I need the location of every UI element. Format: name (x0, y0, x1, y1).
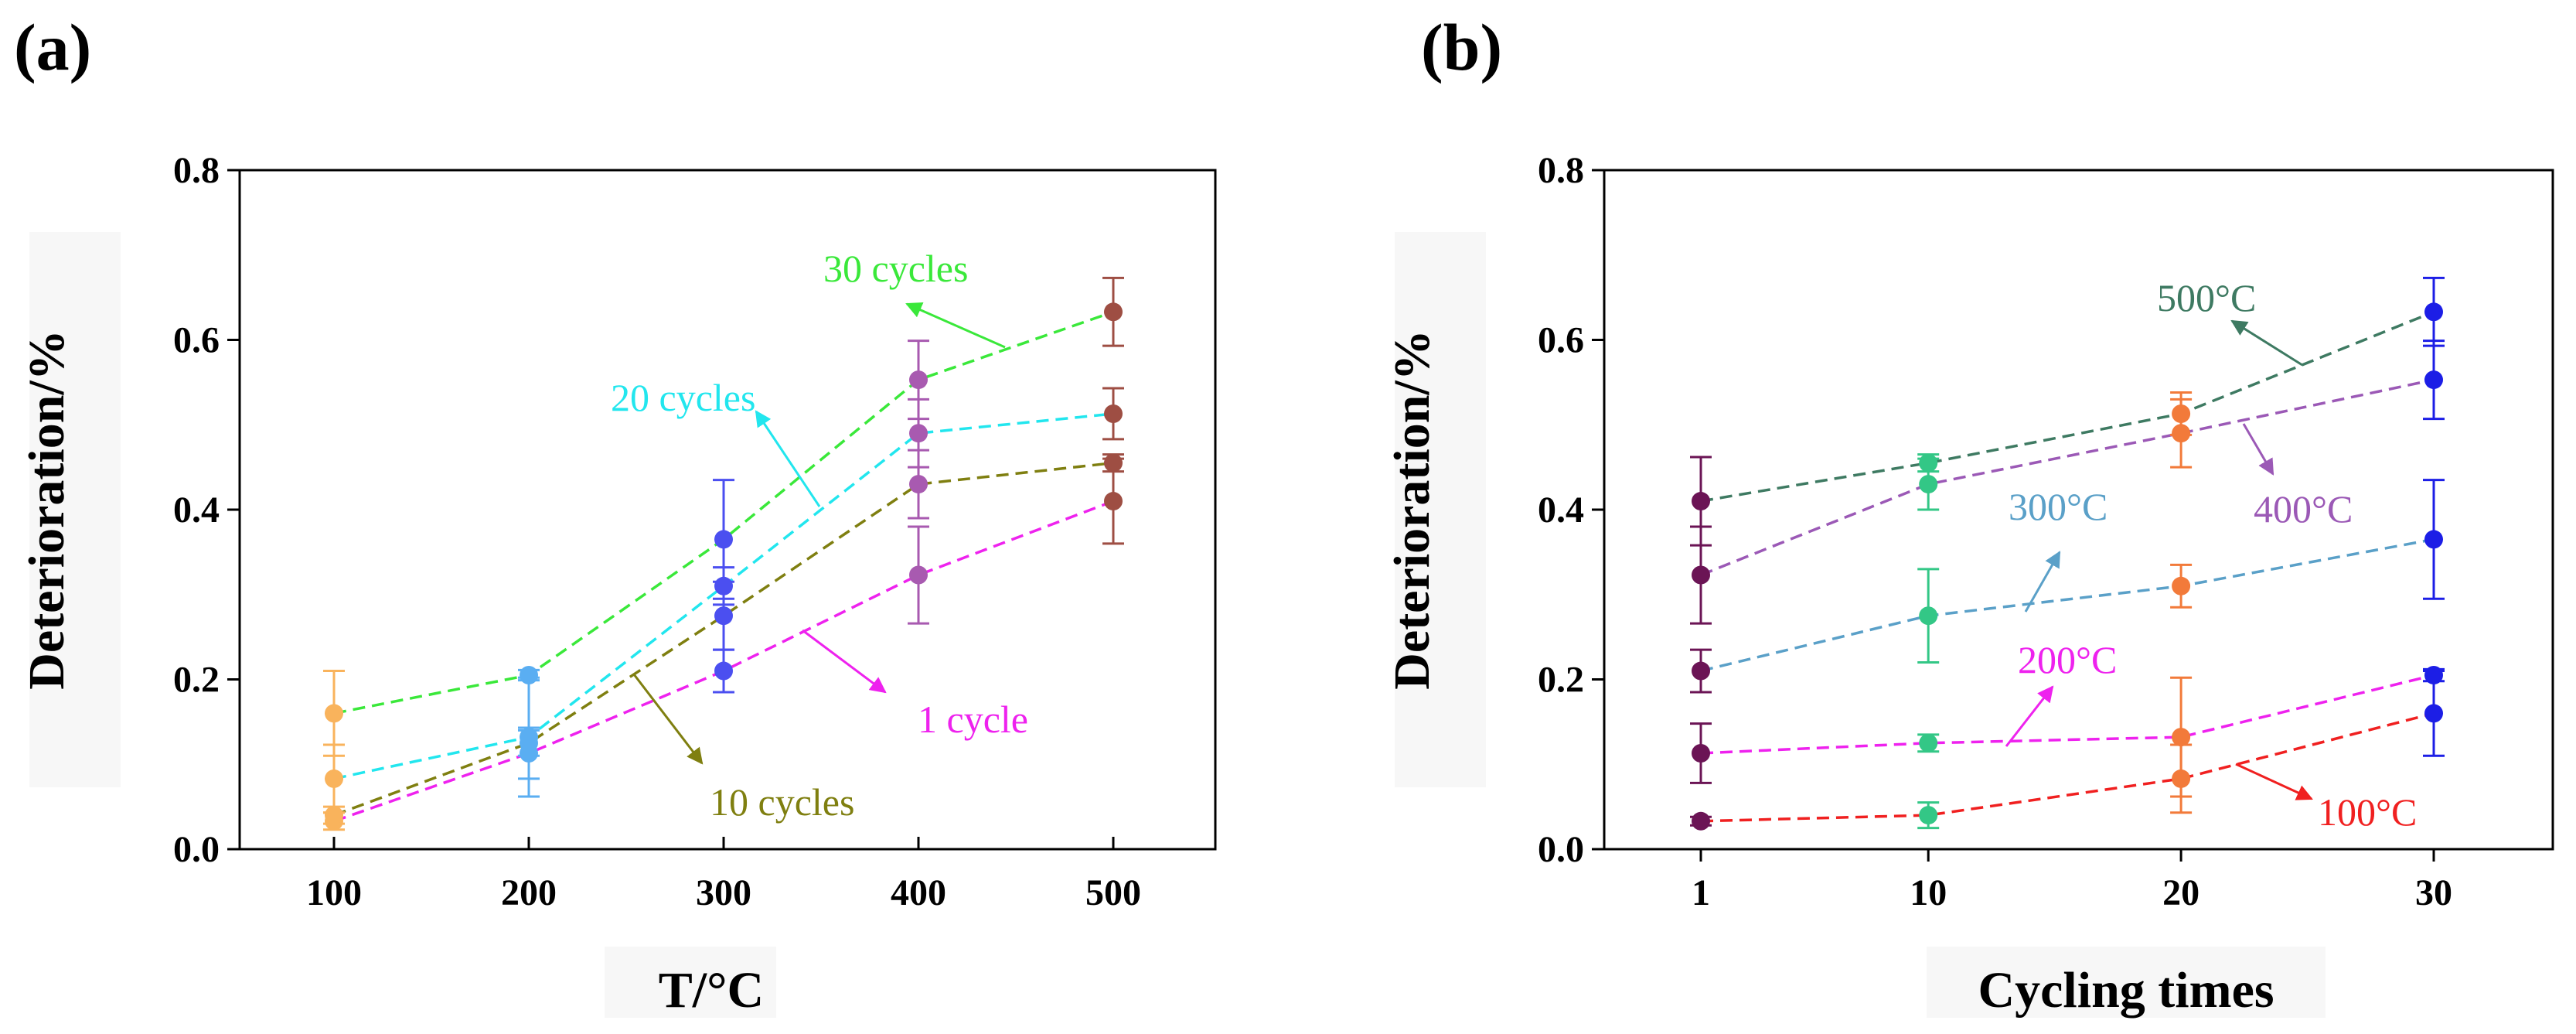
panel-b-data-point (1919, 475, 1938, 494)
panel-a-data-point (1104, 453, 1123, 473)
panel-b-annotation-arrow (2230, 319, 2303, 367)
panel-b-data-point (2424, 302, 2443, 322)
panel-a-data-point (909, 370, 928, 390)
panel-b-annotation-label: 300°C (2009, 485, 2107, 528)
panel-b-ylabel-bg (1395, 232, 1486, 787)
panel-a-data-point (909, 475, 928, 494)
panel-b-data-point (2172, 728, 2191, 747)
panel-b-data-point (1919, 733, 1938, 752)
panel-a-series-line (333, 461, 1114, 817)
panel-b-data-point (1692, 492, 1710, 511)
panel-b-annotation-arrow (2235, 763, 2313, 800)
panel-b-series-line (1700, 378, 2435, 577)
panel-a-annotation-label: 20 cycles (611, 376, 755, 419)
panel-b-annotation-label: 100°C (2318, 790, 2417, 834)
panel-a-y-axis-title: Deterioration/% (19, 329, 75, 690)
panel-b-data-point (2172, 404, 2191, 423)
panel-a-data-point (325, 704, 343, 723)
panel-b: (b) 0.0 0.2 0.4 0.6 0.8 1 10 20 30 Cycling times De… (1384, 10, 2554, 1019)
panel-b-annotation-arrow (2024, 551, 2061, 613)
panel-b-x-axis-title: Cycling times (1978, 962, 2274, 1019)
panel-b-series-line (1700, 674, 2435, 755)
panel-b-data-point (2172, 769, 2191, 788)
panel-a-xlabel-bg (605, 947, 776, 1018)
panel-a-data-point (909, 565, 928, 585)
panel-a-plot-frame (238, 169, 1217, 851)
panel-a-ytick-label: 0.0 (173, 829, 220, 870)
panel-b-ytick-label: 0.4 (1538, 490, 1584, 531)
panel-b-annotation-arrow (2005, 685, 2054, 747)
panel-a-data-point (520, 666, 538, 685)
panel-a-xtick-label: 100 (306, 872, 362, 913)
panel-a-data-point (1104, 404, 1123, 423)
panel-b-ytick-label: 0.0 (1538, 829, 1584, 870)
panel-a-xtick-label: 300 (696, 872, 751, 913)
panel-a-annotation-arrow (905, 302, 1006, 349)
panel-a-data-point (714, 576, 733, 595)
panel-a-xtick-label: 200 (501, 872, 557, 913)
panel-a-annotation-arrow (755, 410, 821, 507)
panel-b-data-point (2424, 666, 2443, 685)
panel-b-annotation-label: 200°C (2018, 638, 2117, 681)
panel-a-data-point (1104, 492, 1123, 511)
panel-a-ytick-label: 0.6 (173, 320, 220, 361)
panel-b-data-point (2172, 424, 2191, 443)
panel-a-annotation-arrow (802, 629, 887, 694)
panel-a-ytick-label: 0.2 (173, 660, 220, 701)
panel-b-series-line (1700, 712, 2435, 823)
panel-a-data-point (1104, 302, 1123, 322)
panel-b-ytick-label: 0.6 (1538, 320, 1584, 361)
panel-b-annotation-label: 500°C (2157, 276, 2256, 319)
panel-a: (a) 0.0 0.2 0.4 0.6 0.8 100 200 300 400 500 T/°C Det… (14, 10, 1217, 1019)
panel-b-series-line (1700, 310, 2435, 503)
panel-b-xlabel-bg (1927, 947, 2326, 1018)
panel-a-xtick-label: 500 (1085, 872, 1141, 913)
panel-b-ytick-label: 0.8 (1538, 150, 1584, 191)
panel-b-series-line (1700, 537, 2435, 673)
panel-a-annotation-label: 30 cycles (823, 247, 968, 290)
panel-a-ylabel-bg (29, 232, 121, 787)
panel-a-data-point (714, 530, 733, 549)
panel-b-data-point (2424, 704, 2443, 723)
panel-b-xtick-label: 20 (2162, 872, 2199, 913)
panel-a-annotation-label: 1 cycle (918, 698, 1028, 741)
panel-b-label: (b) (1421, 10, 1502, 84)
panel-a-data-point (325, 769, 343, 788)
panel-b-data-point (1692, 661, 1710, 681)
panel-a-data-point (520, 728, 538, 747)
panel-b-y-axis-title: Deterioration/% (1384, 329, 1440, 690)
panel-b-data-point (2424, 530, 2443, 549)
panel-a-data-point (714, 606, 733, 626)
panel-b-xtick-label: 1 (1692, 872, 1710, 913)
panel-b-data-point (1919, 606, 1938, 626)
panel-a-annotation-label: 10 cycles (710, 780, 854, 824)
panel-b-xtick-label: 30 (2415, 872, 2452, 913)
panel-a-label: (a) (14, 10, 91, 84)
panel-b-data-point (1692, 811, 1710, 831)
panel-b-data-point (1692, 565, 1710, 585)
panel-a-xtick-label: 400 (891, 872, 946, 913)
panel-b-annotation-arrow (2242, 423, 2274, 476)
panel-b-data-point (1919, 453, 1938, 473)
panel-a-data-point (325, 806, 343, 825)
panel-a-data-point (909, 424, 928, 443)
panel-b-data-point (2172, 576, 2191, 595)
panel-b-annotation-label: 400°C (2254, 487, 2353, 531)
panel-a-x-axis-title: T/°C (659, 962, 764, 1019)
panel-b-ytick-label: 0.2 (1538, 660, 1584, 701)
panel-b-data-point (1919, 806, 1938, 825)
panel-a-ytick-label: 0.8 (173, 150, 220, 191)
panel-a-data-point (714, 661, 733, 681)
panel-a-annotation-arrow (632, 674, 704, 765)
panel-a-ytick-label: 0.4 (173, 490, 220, 531)
panel-b-data-point (1692, 743, 1710, 763)
panel-b-xtick-label: 10 (1910, 872, 1947, 913)
panel-b-data-point (2424, 370, 2443, 390)
